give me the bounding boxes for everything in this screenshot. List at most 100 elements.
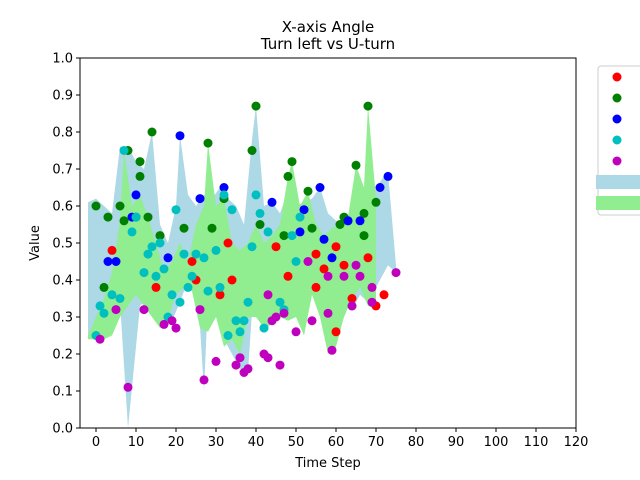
y-tick-label: 0.3	[52, 311, 73, 326]
data-point-series-3-34	[251, 190, 261, 200]
data-point-series-3-6	[127, 227, 137, 237]
x-tick-label: 90	[448, 435, 465, 450]
data-point-series-3-3	[107, 290, 117, 300]
data-point-series-4-8	[199, 375, 209, 385]
data-point-series-4-16	[263, 353, 273, 363]
data-point-series-4-11	[235, 353, 245, 363]
data-point-series-1-23	[307, 223, 317, 233]
x-tick-label: 50	[288, 435, 305, 450]
legend-marker-2	[612, 114, 622, 124]
data-point-series-4-15	[263, 290, 273, 300]
data-point-series-3-33	[247, 242, 257, 252]
data-point-series-1-29	[359, 231, 369, 241]
data-point-series-0-18	[331, 327, 341, 337]
data-point-series-3-42	[295, 212, 305, 222]
data-point-series-1-16	[247, 146, 257, 155]
data-point-series-4-10	[231, 360, 241, 370]
data-point-series-0-17	[311, 282, 321, 292]
y-tick-label: 0.0	[52, 422, 73, 437]
data-point-series-4-21	[291, 327, 301, 337]
points-layer	[91, 101, 401, 392]
data-point-series-2-0	[103, 257, 113, 266]
data-point-series-1-13	[203, 138, 213, 148]
data-point-series-3-18	[179, 249, 189, 259]
data-point-series-2-7	[219, 183, 229, 192]
data-point-series-1-21	[287, 157, 297, 167]
data-point-series-0-2	[187, 257, 197, 266]
data-point-series-3-1	[95, 301, 105, 311]
data-point-series-3-10	[147, 242, 157, 252]
data-point-series-3-11	[151, 271, 161, 281]
data-point-series-3-37	[263, 227, 273, 237]
data-point-series-3-17	[175, 297, 185, 307]
y-tick-label: 0.1	[52, 385, 73, 400]
data-point-series-0-12	[339, 260, 349, 270]
x-axis-title: Time Step	[294, 456, 361, 471]
data-point-series-2-11	[315, 183, 325, 192]
data-point-series-2-16	[375, 183, 385, 192]
y-axis: 0.0 0.1 0.2 0.3 0.4 0.5 0.6 0.7 0.8 0.9 1.0	[52, 52, 80, 437]
data-point-series-3-5	[119, 146, 129, 155]
data-point-series-4-2	[123, 382, 133, 392]
data-point-series-4-0	[95, 334, 105, 344]
data-point-series-2-6	[195, 194, 205, 204]
data-point-series-1-3	[115, 201, 125, 211]
y-tick-label: 0.9	[52, 89, 73, 104]
data-point-series-1-12	[179, 223, 189, 233]
y-axis-title: Value	[28, 225, 43, 261]
legend-patch-5	[596, 175, 640, 189]
data-point-series-0-0	[107, 245, 117, 255]
data-point-series-0-7	[271, 242, 281, 252]
data-point-series-4-27	[339, 271, 349, 281]
data-point-series-4-20	[279, 308, 289, 318]
x-axis: 0 10 20 30 40 50 60 70 80 90 100 110 120	[92, 428, 588, 450]
data-point-series-0-6	[227, 275, 237, 285]
data-point-series-3-4	[115, 294, 125, 303]
data-point-series-2-10	[299, 205, 309, 215]
data-point-series-0-4	[215, 290, 225, 300]
data-point-series-2-13	[327, 253, 337, 263]
data-point-series-3-38	[275, 297, 285, 307]
data-point-series-3-23	[203, 286, 213, 296]
data-point-series-1-14	[207, 223, 217, 233]
data-point-series-4-30	[355, 271, 365, 281]
x-tick-label: 110	[524, 435, 549, 450]
data-point-series-2-12	[319, 234, 329, 244]
data-point-series-2-4	[163, 253, 173, 263]
data-point-series-4-24	[323, 271, 333, 281]
data-point-series-1-2	[103, 212, 113, 222]
data-point-series-3-30	[235, 327, 245, 337]
data-point-series-0-8	[283, 271, 293, 281]
data-point-series-3-40	[287, 231, 297, 241]
data-point-series-3-16	[171, 205, 181, 215]
x-tick-label: 0	[92, 435, 100, 450]
data-point-series-4-29	[351, 260, 361, 270]
band-1	[88, 106, 376, 354]
data-point-series-1-4	[119, 216, 129, 226]
data-point-series-4-6	[171, 323, 181, 333]
data-point-series-4-9	[211, 356, 221, 366]
data-point-series-1-22	[303, 186, 313, 196]
data-point-series-1-19	[279, 231, 289, 241]
data-point-series-4-26	[327, 345, 337, 355]
data-point-series-3-24	[211, 245, 221, 255]
data-point-series-3-26	[219, 190, 229, 200]
data-point-series-1-20	[283, 171, 293, 181]
data-point-series-4-32	[367, 297, 377, 307]
data-point-series-4-5	[167, 316, 177, 326]
data-point-series-1-8	[135, 171, 145, 181]
data-point-series-3-12	[155, 238, 165, 248]
data-point-series-3-35	[255, 208, 265, 218]
data-point-series-3-29	[231, 316, 241, 326]
data-point-series-3-27	[223, 331, 233, 340]
data-point-series-4-18	[271, 312, 281, 322]
legend-marker-0	[612, 72, 622, 82]
x-tick-label: 40	[248, 435, 265, 450]
y-tick-label: 0.4	[52, 274, 73, 289]
chart-title: X-axis Angle	[282, 18, 374, 36]
data-point-series-1-24	[335, 220, 345, 229]
legend	[596, 65, 640, 216]
data-point-series-3-9	[143, 249, 153, 259]
data-point-series-3-20	[187, 271, 197, 281]
y-tick-label: 0.2	[52, 348, 73, 363]
